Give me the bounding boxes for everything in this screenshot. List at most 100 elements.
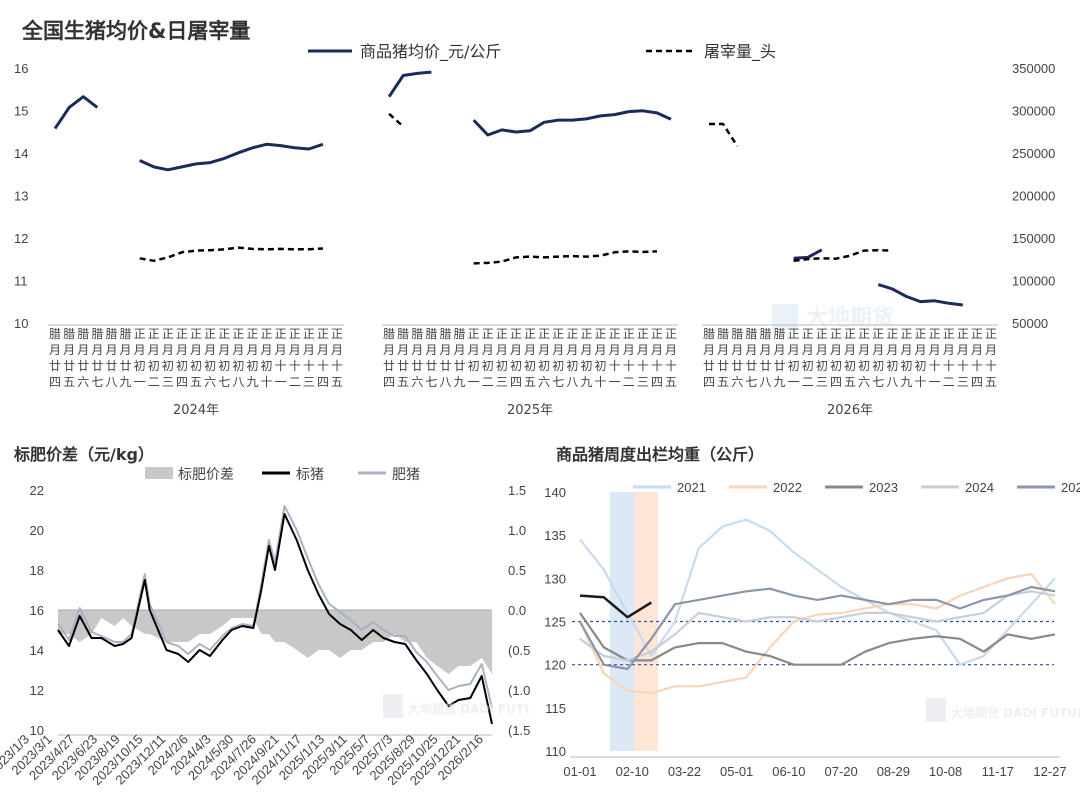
x-tick-label: 十 <box>651 359 663 373</box>
y-tick-label: 14 <box>14 146 28 161</box>
x-tick-label: 五 <box>665 375 677 389</box>
x-tick-label: 三 <box>637 375 649 389</box>
x-tick-label: 二 <box>623 375 635 389</box>
x-tick-label: 腊 <box>411 327 423 341</box>
x-tick-label: 正 <box>275 327 287 341</box>
x-tick-label: 正 <box>900 327 912 341</box>
x-tick-label: 月 <box>261 343 273 357</box>
x-group-label: 2025年 <box>507 403 553 418</box>
x-tick-label: 初 <box>844 359 856 373</box>
y-tick-label: 140 <box>544 485 566 500</box>
x-tick-label: 廿 <box>703 359 715 373</box>
y-tick-label: 12 <box>30 683 44 698</box>
watermark-text: 大地期货 DADI FUTURES <box>951 705 1080 720</box>
x-tick-label: 月 <box>552 343 564 357</box>
y-tick-label: 300000 <box>1012 104 1055 119</box>
x-tick-label: 初 <box>595 359 607 373</box>
legend-label: 2023 <box>869 480 898 495</box>
x-tick-label: 月 <box>275 343 287 357</box>
legend-label: 2021 <box>677 480 706 495</box>
x-tick-label: 十 <box>331 359 343 373</box>
x-tick-label: 初 <box>580 359 592 373</box>
x-tick-label: 初 <box>524 359 536 373</box>
y-tick-label: 14 <box>30 643 44 658</box>
x-tick-label: 月 <box>331 343 343 357</box>
x-tick-label: 一 <box>788 375 800 389</box>
x-tick-label: 七 <box>552 375 564 389</box>
x-tick-label: 腊 <box>63 327 75 341</box>
y-tick-label: 20 <box>30 523 44 538</box>
x-tick-label: 正 <box>788 327 800 341</box>
price-line <box>387 70 672 137</box>
x-tick-label: 月 <box>566 343 578 357</box>
x-tick-label: 月 <box>858 343 870 357</box>
x-tick-label: 八 <box>886 375 898 389</box>
legend: 商品猪均价_元/公斤 屠宰量_头 <box>308 42 776 62</box>
x-tick-label: 正 <box>943 327 955 341</box>
x-tick-label: 正 <box>538 327 550 341</box>
x-tick-label: 月 <box>886 343 898 357</box>
y-tick-label: 11 <box>14 274 28 289</box>
watermark-text: 大地期货 <box>806 305 894 331</box>
x-tick-label: 正 <box>985 327 997 341</box>
x-tick-label: 十 <box>595 375 607 389</box>
watermark-logo-icon <box>772 304 798 330</box>
x-tick-label: 五 <box>844 375 856 389</box>
x-group-label: 2026年 <box>827 403 873 418</box>
x-tick-label: 一 <box>134 375 146 389</box>
y-tick-label: 110 <box>545 744 566 759</box>
y-tick-label: 100000 <box>1012 274 1055 289</box>
x-tick-label: 五 <box>985 375 997 389</box>
x-tick-label: 腊 <box>383 327 395 341</box>
y-tick-label: (1.5) <box>508 723 530 738</box>
legend-label: 2024 <box>965 480 994 495</box>
x-tick-label: 三 <box>496 375 508 389</box>
x-tick-label: 六 <box>411 375 423 389</box>
x-tick-label: 一 <box>468 375 480 389</box>
x-tick-label: 九 <box>580 375 592 389</box>
series-2026-line <box>579 594 652 619</box>
x-tick-label: 月 <box>900 343 912 357</box>
x-tick-label: 十 <box>289 359 301 373</box>
y-tick-label: 120 <box>544 658 566 673</box>
x-tick-label: 05-01 <box>720 764 753 779</box>
x-tick-label: 腊 <box>774 327 786 341</box>
x-tick-label: 月 <box>929 343 941 357</box>
right-y-axis: 50000 100000 150000 200000 250000 300000 35000… <box>1012 61 1055 331</box>
fat-pig-line <box>57 505 493 709</box>
x-tick-label: 月 <box>985 343 997 357</box>
x-tick-label: 正 <box>482 327 494 341</box>
x-tick-label: 初 <box>538 359 550 373</box>
x-tick-label: 初 <box>802 359 814 373</box>
x-tick-label: 九 <box>774 375 786 389</box>
series-2021-line <box>579 518 1056 666</box>
x-tick-label: 正 <box>580 327 592 341</box>
x-tick-label: 廿 <box>454 359 466 373</box>
x-tick-label: 月 <box>176 343 188 357</box>
x-tick-label: 二 <box>148 375 160 389</box>
x-tick-label: 五 <box>331 375 343 389</box>
x-tick-label: 10-08 <box>929 764 962 779</box>
right-y-axis: 1.5 1.0 0.5 0.0 (0.5) (1.0) (1.5) <box>508 483 530 738</box>
x-tick-label: 腊 <box>105 327 117 341</box>
x-tick-label: 五 <box>397 375 409 389</box>
x-tick-label: 二 <box>289 375 301 389</box>
x-tick-label: 四 <box>49 375 61 389</box>
x-tick-label: 11-17 <box>982 764 1014 779</box>
x-tick-label: 正 <box>232 327 244 341</box>
x-tick-label: 腊 <box>717 327 729 341</box>
y-tick-label: 115 <box>545 701 566 716</box>
plot-area <box>53 70 963 307</box>
x-tick-label: 月 <box>317 343 329 357</box>
x-tick-label: 腊 <box>425 327 437 341</box>
x-tick-label: 初 <box>900 359 912 373</box>
legend-swatch-spread <box>145 467 173 479</box>
series-2024-line <box>579 590 1056 662</box>
x-tick-label: 腊 <box>120 327 132 341</box>
x-tick-label: 腊 <box>703 327 715 341</box>
x-tick-label: 正 <box>190 327 202 341</box>
x-tick-label: 四 <box>971 375 983 389</box>
y-axis: 110 115 120 125 130 135 140 <box>544 485 566 759</box>
y-tick-label: 250000 <box>1012 146 1055 161</box>
x-tick-label: 四 <box>651 375 663 389</box>
